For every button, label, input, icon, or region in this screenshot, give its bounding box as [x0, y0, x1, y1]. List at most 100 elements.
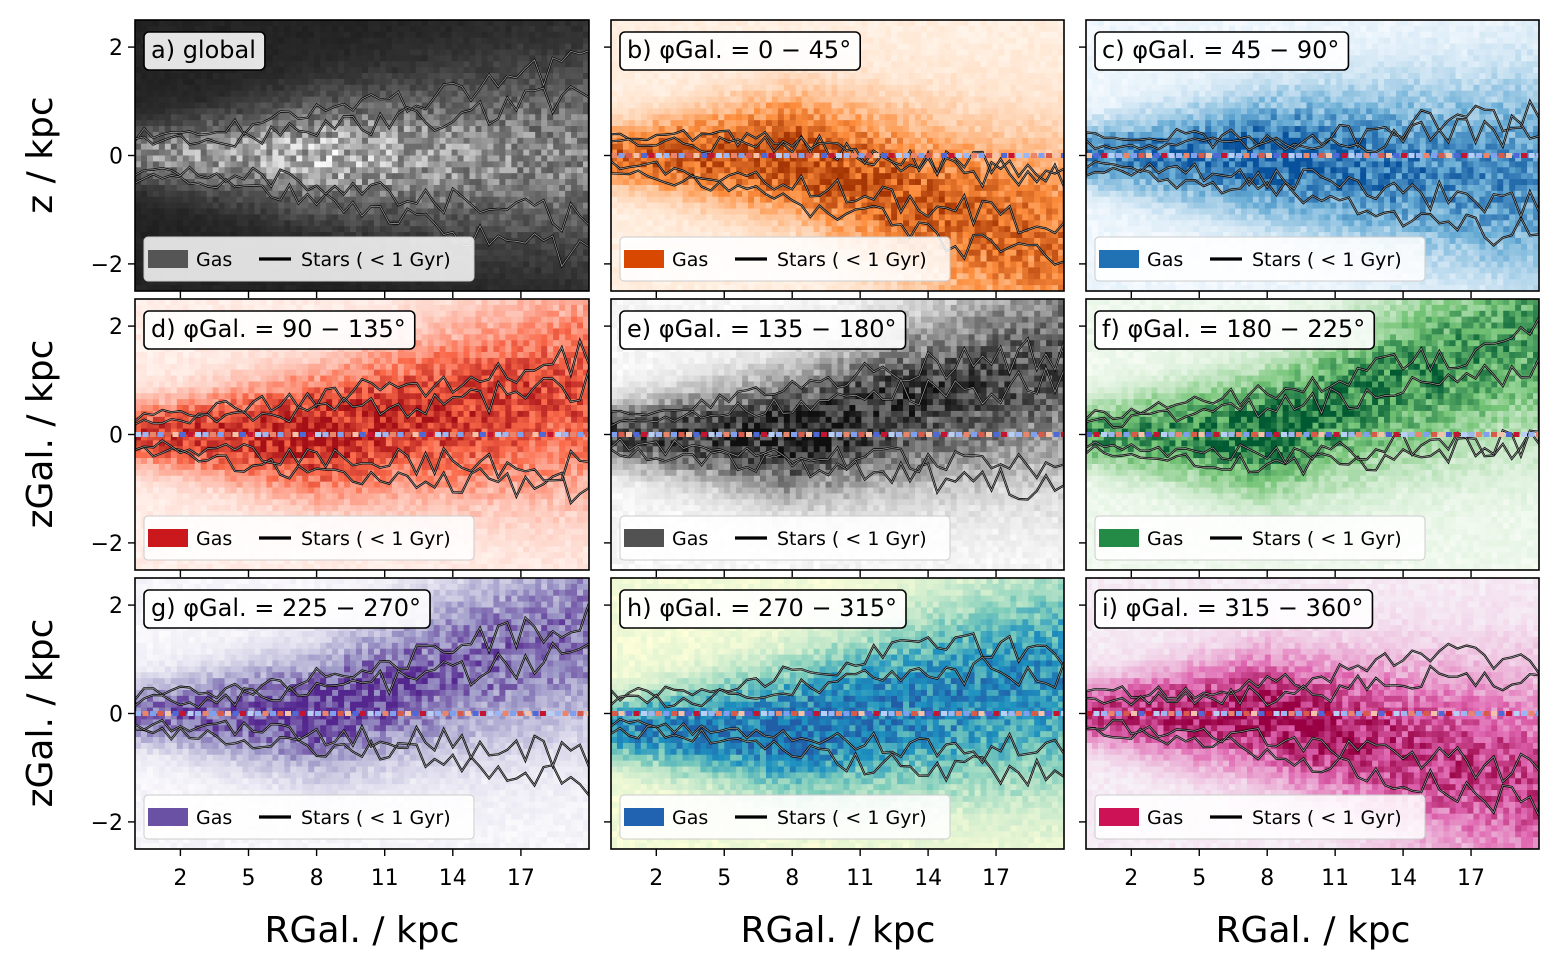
panel-title-text: f) φGal. = 180 − 225°: [1102, 315, 1365, 343]
y-axis-label-row-1: z / kpc: [20, 96, 61, 213]
y-tick-label: 0: [109, 703, 123, 728]
stellar-contours: [1086, 642, 1539, 817]
panel-title: b) φGal. = 0 − 45°: [619, 31, 862, 71]
legend: Gas Stars ( < 1 Gyr): [143, 515, 475, 561]
legend-stars-label: Stars ( < 1 Gyr): [777, 528, 927, 550]
y-tick-label: −2: [91, 253, 123, 278]
gas-heatmap: [135, 20, 589, 291]
panel-title: h) φGal. = 270 − 315°: [619, 589, 907, 629]
stellar-contours: [1086, 317, 1539, 477]
legend-gas-label: Gas: [672, 528, 708, 550]
legend-stars-label: Stars ( < 1 Gyr): [301, 249, 451, 271]
panel-e: e) φGal. = 135 − 180° Gas Stars ( < 1 Gyr): [604, 298, 1065, 577]
stellar-contours: [611, 336, 1064, 501]
y-tick-label: 0: [109, 424, 123, 449]
panel-title-text: d) φGal. = 90 − 135°: [151, 315, 406, 343]
x-tick-label: 11: [371, 866, 399, 891]
legend: Gas Stars ( < 1 Gyr): [619, 515, 951, 561]
legend-gas-swatch: [624, 529, 664, 547]
x-tick-label: 14: [439, 866, 467, 891]
legend-stars-label: Stars ( < 1 Gyr): [301, 528, 451, 550]
x-axis-label-col-3: RGal. / kpc: [1216, 910, 1411, 951]
midplane-line: [611, 432, 1064, 437]
y-axis-label-row-3: zGal. / kpc: [20, 619, 61, 808]
legend-gas-swatch: [1099, 529, 1139, 547]
x-tick-label: 17: [1457, 866, 1485, 891]
stellar-contours: [135, 49, 589, 269]
midplane-line: [611, 153, 1064, 158]
legend: Gas Stars ( < 1 Gyr): [143, 236, 475, 282]
y-tick-label: 2: [109, 36, 123, 61]
panel-title: c) φGal. = 45 − 90°: [1094, 31, 1350, 71]
stellar-contours: [611, 632, 1064, 788]
panel-title: d) φGal. = 90 − 135°: [143, 310, 416, 350]
legend-gas-swatch: [1099, 808, 1139, 826]
legend: Gas Stars ( < 1 Gyr): [619, 794, 951, 840]
legend: Gas Stars ( < 1 Gyr): [619, 236, 951, 282]
legend-stars-label: Stars ( < 1 Gyr): [1252, 249, 1402, 271]
legend-gas-label: Gas: [672, 249, 708, 271]
x-tick-label: 8: [1260, 866, 1274, 891]
panel-title: g) φGal. = 225 − 270°: [143, 589, 431, 629]
legend-gas-label: Gas: [672, 807, 708, 829]
panel-title: f) φGal. = 180 − 225°: [1094, 310, 1376, 350]
panel-title-text: a) global: [151, 36, 256, 64]
panel-title-text: h) φGal. = 270 − 315°: [627, 594, 897, 622]
legend-gas-label: Gas: [1147, 528, 1183, 550]
x-tick-label: 5: [1192, 866, 1206, 891]
x-axis-label-col-1: RGal. / kpc: [265, 910, 460, 951]
legend: Gas Stars ( < 1 Gyr): [1094, 794, 1426, 840]
legend-gas-swatch: [624, 250, 664, 268]
legend-stars-label: Stars ( < 1 Gyr): [777, 249, 927, 271]
panel-d: 2 0 −2 d) φGal. = 90 − 135° Gas Stars ( < 1 G…: [91, 298, 590, 577]
x-tick-label: 5: [717, 866, 731, 891]
stellar-contours: [135, 337, 589, 506]
x-tick-label: 14: [914, 866, 942, 891]
panel-h: 2 5 8 11 14 17 h) φGal. = 270 − 315° Gas Stars (…: [604, 577, 1065, 891]
panel-a-plot-area: [135, 20, 589, 291]
y-axis-label-row-2: zGal. / kpc: [20, 340, 61, 529]
legend: Gas Stars ( < 1 Gyr): [1094, 515, 1426, 561]
x-tick-label: 2: [649, 866, 663, 891]
y-tick-label: −2: [91, 811, 123, 836]
panel-title: e) φGal. = 135 − 180°: [619, 310, 907, 350]
legend-gas-label: Gas: [1147, 249, 1183, 271]
panel-title: i) φGal. = 315 − 360°: [1094, 589, 1374, 629]
panel-title-text: g) φGal. = 225 − 270°: [151, 594, 421, 622]
legend-stars-label: Stars ( < 1 Gyr): [301, 807, 451, 829]
panel-title: a) global: [143, 31, 266, 71]
x-tick-label: 8: [310, 866, 324, 891]
panel-i: 2 5 8 11 14 17 i) φGal. = 315 − 360° Gas Stars (…: [1079, 577, 1540, 891]
panel-g: 2 0 −2 2 5 8 11 14 17 g) φGal. = 225 − 270° Gas Sta…: [91, 577, 590, 891]
legend: Gas Stars ( < 1 Gyr): [143, 794, 475, 840]
midplane-line: [135, 711, 589, 716]
midplane-line: [611, 711, 1064, 716]
y-tick-label: 2: [109, 594, 123, 619]
legend-gas-label: Gas: [196, 528, 232, 550]
x-axis-label-col-2: RGal. / kpc: [741, 910, 936, 951]
x-tick-label: 17: [507, 866, 535, 891]
x-tick-label: 2: [173, 866, 187, 891]
y-tick-label: −2: [91, 532, 123, 557]
x-tick-label: 17: [982, 866, 1010, 891]
x-tick-label: 8: [785, 866, 799, 891]
panel-title-text: i) φGal. = 315 − 360°: [1102, 594, 1363, 622]
panel-a: 2 0 −2 a) global Gas Stars ( < 1 Gyr): [91, 19, 590, 298]
stellar-contours: [135, 603, 589, 798]
x-tick-label: 11: [1321, 866, 1349, 891]
midplane-line: [135, 432, 589, 437]
legend-gas-swatch: [624, 808, 664, 826]
x-tick-label: 2: [1124, 866, 1138, 891]
y-tick-label: 0: [109, 145, 123, 170]
legend: Gas Stars ( < 1 Gyr): [1094, 236, 1426, 282]
panel-b: b) φGal. = 0 − 45° Gas Stars ( < 1 Gyr): [604, 19, 1065, 298]
legend-gas-swatch: [148, 250, 188, 268]
panel-title-text: c) φGal. = 45 − 90°: [1102, 36, 1339, 64]
x-tick-label: 11: [846, 866, 874, 891]
panel-c: c) φGal. = 45 − 90° Gas Stars ( < 1 Gyr): [1079, 19, 1540, 298]
x-tick-label: 5: [242, 866, 256, 891]
legend-gas-label: Gas: [196, 807, 232, 829]
legend-gas-label: Gas: [1147, 807, 1183, 829]
